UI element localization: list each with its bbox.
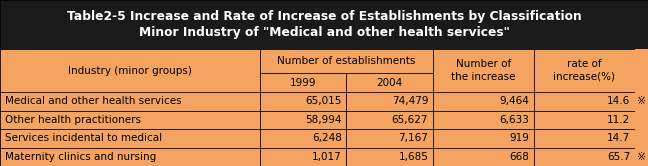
- Text: rate of
increase(%): rate of increase(%): [553, 59, 616, 82]
- Text: Maternity clinics and nursing: Maternity clinics and nursing: [5, 152, 156, 162]
- Bar: [260, 129, 346, 148]
- Bar: [635, 111, 648, 129]
- Bar: [260, 73, 346, 92]
- Text: 14.6: 14.6: [607, 96, 631, 106]
- Text: 14.7: 14.7: [607, 133, 631, 143]
- Text: ※: ※: [637, 96, 646, 106]
- Text: Number of
the increase: Number of the increase: [451, 59, 516, 82]
- Text: Medical and other health services: Medical and other health services: [5, 96, 181, 106]
- Bar: [534, 92, 635, 111]
- Bar: [433, 111, 534, 129]
- Text: 65,627: 65,627: [391, 115, 428, 125]
- Text: 74,479: 74,479: [391, 96, 428, 106]
- Text: 1999: 1999: [290, 78, 316, 88]
- Text: 919: 919: [509, 133, 529, 143]
- Bar: [346, 129, 433, 148]
- Bar: [534, 148, 635, 166]
- Bar: [260, 111, 346, 129]
- Bar: [346, 92, 433, 111]
- Text: 1,017: 1,017: [312, 152, 341, 162]
- Bar: [0, 49, 260, 92]
- Text: 1,685: 1,685: [399, 152, 428, 162]
- Bar: [534, 111, 635, 129]
- Bar: [260, 92, 346, 111]
- Bar: [635, 92, 648, 111]
- Bar: [260, 148, 346, 166]
- Bar: [433, 49, 534, 92]
- Bar: [635, 49, 648, 92]
- Bar: [433, 148, 534, 166]
- Text: 65,015: 65,015: [305, 96, 341, 106]
- Text: 11.2: 11.2: [607, 115, 631, 125]
- Bar: [0, 111, 260, 129]
- Bar: [346, 111, 433, 129]
- Text: ※: ※: [637, 152, 646, 162]
- Text: 58,994: 58,994: [305, 115, 341, 125]
- Bar: [433, 92, 534, 111]
- Bar: [0, 0, 648, 49]
- Bar: [346, 73, 433, 92]
- Text: 668: 668: [509, 152, 529, 162]
- Text: Other health practitioners: Other health practitioners: [5, 115, 141, 125]
- Bar: [534, 129, 635, 148]
- Text: Number of establishments: Number of establishments: [277, 56, 415, 66]
- Bar: [0, 148, 260, 166]
- Text: Table2-5 Increase and Rate of Increase of Establishments by Classification
Minor: Table2-5 Increase and Rate of Increase o…: [67, 10, 581, 39]
- Bar: [635, 129, 648, 148]
- Text: Industry (minor groups): Industry (minor groups): [68, 66, 192, 76]
- Bar: [433, 129, 534, 148]
- Bar: [346, 148, 433, 166]
- Text: 7,167: 7,167: [399, 133, 428, 143]
- Text: 6,248: 6,248: [312, 133, 341, 143]
- Bar: [534, 49, 635, 92]
- Bar: [635, 148, 648, 166]
- Bar: [260, 49, 433, 73]
- Text: 65.7: 65.7: [607, 152, 631, 162]
- Text: 6,633: 6,633: [500, 115, 529, 125]
- Text: 2004: 2004: [376, 78, 402, 88]
- Bar: [0, 129, 260, 148]
- Text: 9,464: 9,464: [500, 96, 529, 106]
- Bar: [0, 92, 260, 111]
- Text: Services incidental to medical: Services incidental to medical: [5, 133, 161, 143]
